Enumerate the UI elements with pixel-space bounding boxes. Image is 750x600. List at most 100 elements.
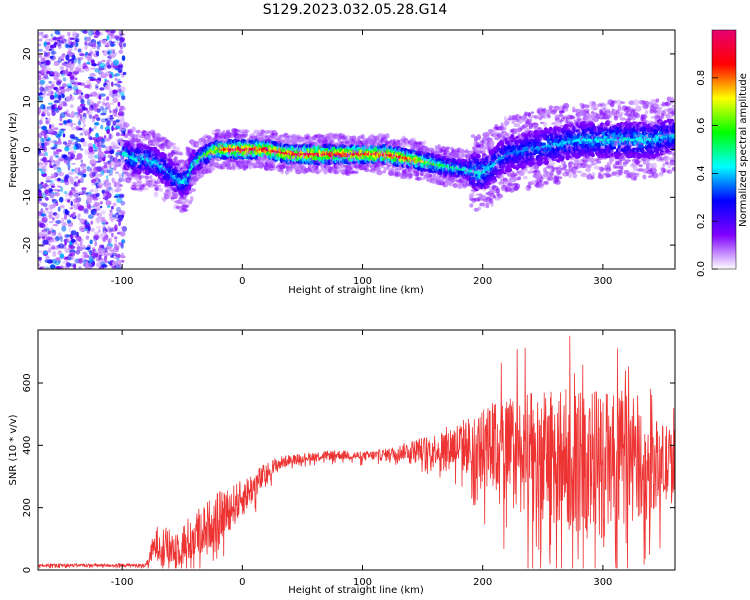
noise-mark bbox=[111, 177, 115, 184]
noise-mark bbox=[52, 159, 55, 163]
noise-mark bbox=[64, 241, 67, 246]
noise-mark bbox=[118, 60, 122, 65]
noise-mark bbox=[116, 206, 121, 214]
noise-mark bbox=[92, 247, 96, 252]
noise-mark bbox=[68, 244, 73, 248]
noise-mark bbox=[41, 236, 46, 239]
noise-mark bbox=[114, 189, 119, 193]
noise-mark bbox=[70, 207, 74, 210]
noise-mark bbox=[118, 41, 123, 48]
noise-mark bbox=[38, 71, 41, 74]
noise-mark bbox=[114, 224, 118, 231]
noise-mark bbox=[108, 173, 112, 176]
noise-mark bbox=[98, 95, 102, 100]
spectral-halo-mark bbox=[238, 129, 243, 134]
noise-mark bbox=[61, 225, 67, 232]
spectral-halo-mark bbox=[166, 188, 172, 193]
noise-mark bbox=[65, 262, 71, 267]
noise-mark bbox=[86, 203, 91, 209]
noise-mark bbox=[121, 252, 124, 256]
noise-mark bbox=[93, 149, 98, 152]
noise-mark bbox=[98, 151, 105, 158]
noise-mark bbox=[95, 132, 99, 138]
noise-mark bbox=[119, 86, 126, 92]
noise-mark bbox=[46, 160, 52, 163]
noise-mark bbox=[88, 76, 94, 79]
noise-mark bbox=[93, 114, 99, 120]
spectral-halo-mark bbox=[314, 165, 319, 171]
spectral-halo-mark bbox=[183, 209, 189, 212]
noise-mark bbox=[70, 153, 75, 160]
noise-mark bbox=[55, 257, 61, 262]
noise-mark bbox=[99, 205, 103, 209]
spectral-halo-mark bbox=[132, 144, 137, 149]
noise-mark bbox=[106, 175, 109, 181]
noise-mark bbox=[107, 238, 111, 245]
noise-mark bbox=[70, 111, 76, 118]
spectral-halo-mark bbox=[153, 191, 159, 198]
noise-mark bbox=[62, 69, 69, 76]
noise-mark bbox=[87, 30, 94, 37]
noise-mark bbox=[54, 72, 58, 77]
noise-mark bbox=[99, 201, 103, 205]
noise-mark bbox=[44, 189, 49, 195]
noise-mark bbox=[86, 61, 91, 65]
noise-mark bbox=[108, 228, 114, 232]
noise-mark bbox=[39, 153, 46, 157]
noise-mark bbox=[72, 199, 79, 202]
noise-mark bbox=[68, 246, 73, 250]
noise-mark bbox=[72, 211, 76, 216]
noise-mark bbox=[43, 92, 47, 96]
noise-mark bbox=[119, 210, 126, 216]
noise-mark bbox=[92, 168, 97, 173]
noise-mark bbox=[96, 51, 100, 57]
noise-mark bbox=[43, 202, 48, 208]
spectral-mark bbox=[156, 149, 160, 154]
noise-mark bbox=[43, 250, 48, 255]
noise-mark bbox=[72, 41, 77, 47]
noise-mark bbox=[64, 176, 68, 183]
noise-mark bbox=[112, 97, 119, 103]
spectral-halo-mark bbox=[284, 170, 291, 174]
noise-mark bbox=[114, 77, 118, 81]
noise-mark bbox=[52, 217, 55, 221]
noise-mark bbox=[114, 239, 118, 243]
spectral-mark bbox=[152, 146, 158, 152]
noise-mark bbox=[100, 73, 108, 79]
noise-mark bbox=[75, 114, 81, 118]
noise-mark bbox=[43, 33, 49, 39]
noise-mark bbox=[72, 263, 75, 266]
noise-mark bbox=[60, 86, 65, 89]
noise-mark bbox=[80, 103, 86, 107]
noise-mark bbox=[84, 262, 90, 269]
noise-mark bbox=[119, 255, 126, 259]
noise-mark bbox=[120, 117, 126, 120]
noise-mark bbox=[39, 79, 46, 85]
noise-mark bbox=[82, 30, 88, 34]
noise-mark bbox=[44, 242, 50, 245]
spectral-halo-mark bbox=[384, 133, 390, 139]
noise-mark bbox=[42, 86, 49, 92]
noise-mark bbox=[80, 98, 85, 105]
noise-mark bbox=[79, 114, 83, 120]
noise-mark bbox=[60, 235, 63, 243]
noise-mark bbox=[68, 152, 71, 158]
noise-mark bbox=[107, 50, 111, 55]
noise-mark bbox=[62, 77, 67, 82]
noise-mark bbox=[81, 187, 87, 194]
noise-mark bbox=[98, 252, 104, 256]
noise-mark bbox=[46, 41, 51, 46]
noise-mark bbox=[39, 86, 44, 92]
noise-mark bbox=[75, 125, 80, 131]
noise-mark bbox=[103, 135, 107, 139]
noise-mark bbox=[88, 113, 92, 117]
noise-mark bbox=[85, 54, 92, 61]
noise-mark bbox=[92, 197, 99, 201]
spectral-halo-mark bbox=[154, 186, 160, 191]
spectral-halo-mark bbox=[170, 158, 174, 162]
noise-mark bbox=[58, 123, 64, 126]
noise-mark bbox=[114, 252, 119, 258]
noise-mark bbox=[111, 232, 114, 238]
noise-mark bbox=[68, 226, 71, 233]
